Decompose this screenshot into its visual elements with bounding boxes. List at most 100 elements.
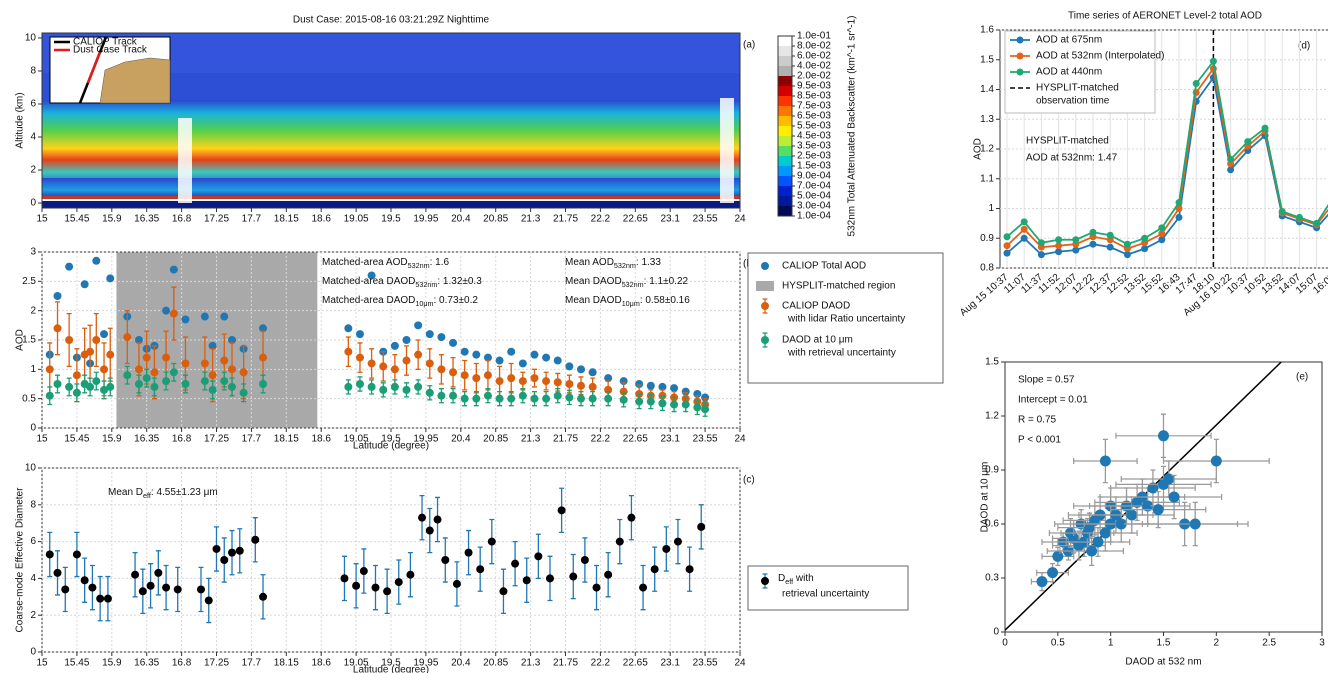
legend-marker: [1016, 52, 1024, 60]
data-point: [518, 359, 527, 368]
x-tick-label: 17.7: [242, 658, 262, 669]
data-point: [604, 394, 613, 403]
x-tick-label: 18.6: [311, 434, 331, 445]
data-point: [619, 395, 628, 404]
data-point: [142, 353, 151, 362]
data-point: [418, 513, 427, 522]
data-point: [615, 537, 624, 546]
data-point: [1227, 155, 1235, 163]
data-point: [72, 388, 81, 397]
data-point: [1123, 251, 1131, 259]
x-tick-label: 22.2: [591, 434, 611, 445]
x-tick-label: 23.1: [660, 658, 680, 669]
data-point: [181, 380, 190, 388]
heatmap-image: [42, 33, 740, 208]
x-tick-label: 2: [1214, 638, 1220, 649]
data-point: [208, 341, 217, 350]
data-point: [72, 371, 81, 380]
colorbar-segment: [778, 136, 792, 147]
colorbar-tick-label: 1.5e-03: [797, 161, 831, 172]
data-point: [1227, 166, 1235, 174]
legend-marker: [761, 302, 769, 310]
subscript: 532nm: [622, 280, 644, 289]
data-point: [173, 585, 182, 594]
data-point: [131, 570, 140, 579]
x-tick-label: 19.05: [344, 658, 369, 669]
annotation: Mean DAOD532nm: 1.1±0.22: [565, 276, 689, 289]
data-point: [134, 365, 143, 374]
data-point: [355, 353, 364, 362]
data-point: [495, 394, 504, 403]
x-tick-label: 16.8: [172, 434, 192, 445]
x-tick-label: 20.85: [483, 214, 508, 225]
annotation: Matched-area DAOD532nm: 1.32±0.3: [322, 276, 482, 289]
x-tick-label: 20.4: [451, 658, 471, 669]
data-point: [1147, 482, 1159, 494]
text-part: Mean AOD: [565, 257, 614, 268]
data-point: [1158, 224, 1166, 232]
data-point: [1158, 236, 1166, 244]
y-axis-label: AOD: [973, 138, 984, 160]
y-tick-label: 10: [25, 33, 37, 44]
chart-title: Time series of AERONET Level-2 total AOD: [1068, 11, 1262, 22]
data-point: [53, 568, 62, 577]
data-point: [483, 391, 492, 400]
data-point: [1055, 248, 1063, 256]
data-point: [239, 368, 248, 377]
x-tick-label: 16.8: [172, 658, 192, 669]
data-point: [1003, 249, 1011, 257]
y-tick-label: 1.2: [980, 144, 994, 155]
data-point: [425, 388, 434, 397]
y-tick-label: 0.9: [980, 233, 994, 244]
colorbar-tick-label: 4.5e-03: [797, 131, 831, 142]
x-tick-label: 16.35: [134, 658, 159, 669]
x-tick-label: 17.7: [242, 434, 262, 445]
data-point: [542, 377, 551, 386]
text-part: Mean DAOD: [565, 295, 622, 306]
text-part: : 0.73±0.2: [434, 295, 479, 306]
x-tick-label: 15.9: [102, 214, 122, 225]
x-tick-label: 20.85: [483, 434, 508, 445]
data-point: [123, 371, 132, 380]
y-tick-label: 3: [30, 247, 36, 258]
colorbar-tick-label: 7.0e-04: [797, 181, 831, 192]
annotation: AOD at 532nm: 1.47: [1026, 153, 1118, 164]
data-point: [142, 374, 151, 383]
x-tick-label: 21.3: [521, 214, 541, 225]
data-point: [1089, 240, 1097, 248]
subscript: eff: [785, 577, 793, 586]
y-tick-label: 1.5: [985, 357, 999, 368]
y-axis-label: AOD: [15, 329, 26, 351]
data-point: [65, 336, 74, 344]
text-part: : 1.32±0.3: [437, 276, 482, 287]
legend-label: CALIOP Total AOD: [782, 261, 866, 272]
data-point: [1037, 251, 1045, 259]
data-point: [228, 336, 237, 344]
data-point: [1055, 242, 1063, 250]
data-point: [1210, 455, 1222, 467]
data-point: [106, 350, 115, 359]
colorbar-segment: [778, 176, 792, 187]
x-tick-label: 20.4: [451, 434, 471, 445]
data-point: [390, 365, 399, 374]
data-point: [150, 368, 159, 377]
data-point: [449, 368, 458, 377]
data-point: [390, 382, 399, 391]
inset-legend-label: CALIOP Track: [73, 37, 138, 48]
data-point: [65, 262, 74, 271]
data-point: [557, 506, 566, 515]
inset-legend-label: Dust Case Track: [73, 45, 148, 56]
x-tick-label: 20.4: [451, 214, 471, 225]
data-point: [228, 548, 237, 557]
x-tick-label: 0: [1002, 638, 1008, 649]
annotation: Mean Deff: 4.55±1.23 μm: [108, 487, 218, 500]
x-tick-label: 19.95: [413, 214, 438, 225]
panel-label: (e): [1296, 372, 1308, 383]
data-point: [464, 548, 473, 557]
data-point: [1295, 213, 1303, 221]
x-tick-label: 19.95: [413, 658, 438, 669]
annotation: P < 0.001: [1018, 435, 1061, 446]
x-tick-label: 16.8: [172, 214, 192, 225]
x-tick-label: 19.5: [381, 214, 401, 225]
x-tick-label: 21.75: [553, 658, 578, 669]
